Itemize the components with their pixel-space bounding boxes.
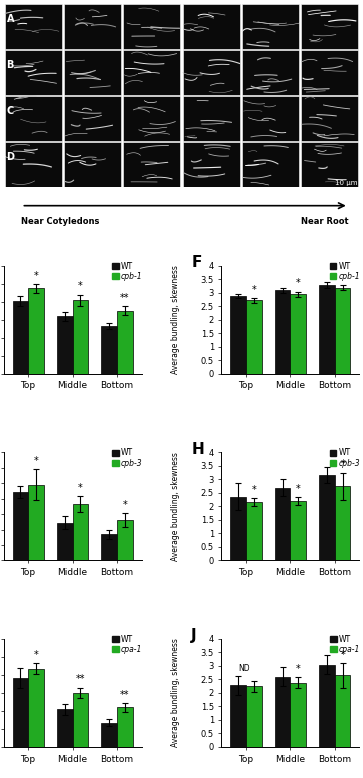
- Text: *: *: [33, 650, 38, 660]
- Bar: [13, 492, 28, 560]
- Bar: [231, 685, 246, 747]
- Bar: [246, 686, 261, 747]
- Text: *: *: [251, 485, 256, 495]
- Bar: [319, 475, 335, 560]
- Legend: WT, cpb-3: WT, cpb-3: [111, 447, 143, 468]
- Bar: [275, 677, 290, 747]
- Bar: [301, 96, 358, 141]
- Bar: [231, 296, 246, 374]
- Bar: [183, 142, 240, 187]
- Text: *: *: [296, 484, 301, 494]
- Legend: WT, cpb-1: WT, cpb-1: [111, 261, 143, 282]
- Text: B: B: [7, 61, 14, 70]
- Bar: [73, 504, 88, 560]
- Text: *: *: [33, 271, 38, 281]
- Text: *: *: [296, 664, 301, 674]
- Bar: [5, 51, 62, 95]
- Bar: [117, 707, 132, 747]
- Legend: WT, cpb-1: WT, cpb-1: [329, 261, 361, 282]
- Text: C: C: [7, 106, 14, 116]
- Bar: [183, 5, 240, 49]
- Bar: [64, 5, 121, 49]
- Text: *: *: [340, 460, 345, 469]
- Bar: [123, 142, 180, 187]
- Text: A: A: [7, 15, 14, 24]
- Bar: [64, 142, 121, 187]
- Bar: [5, 142, 62, 187]
- Bar: [102, 723, 117, 747]
- Bar: [242, 96, 299, 141]
- Bar: [28, 668, 44, 747]
- Text: F: F: [191, 255, 201, 270]
- Bar: [57, 523, 73, 560]
- Y-axis label: Average bundling, skewness: Average bundling, skewness: [171, 452, 180, 561]
- Bar: [242, 142, 299, 187]
- Bar: [301, 51, 358, 95]
- Bar: [73, 300, 88, 374]
- Y-axis label: Average bundling, skewness: Average bundling, skewness: [171, 265, 180, 374]
- Bar: [275, 290, 290, 374]
- Bar: [246, 300, 261, 374]
- Text: ND: ND: [238, 664, 250, 673]
- Bar: [28, 289, 44, 374]
- Bar: [290, 294, 306, 374]
- Bar: [13, 678, 28, 747]
- Bar: [57, 317, 73, 374]
- Bar: [301, 142, 358, 187]
- Bar: [117, 520, 132, 560]
- Bar: [242, 51, 299, 95]
- Text: *: *: [251, 285, 256, 295]
- Bar: [319, 285, 335, 374]
- Bar: [28, 485, 44, 560]
- Bar: [123, 51, 180, 95]
- Bar: [5, 5, 62, 49]
- Bar: [13, 301, 28, 374]
- Text: **: **: [76, 675, 85, 685]
- Text: Near Root: Near Root: [301, 217, 349, 226]
- Text: **: **: [120, 689, 130, 699]
- Text: D: D: [7, 152, 15, 162]
- Text: J: J: [191, 628, 197, 643]
- Bar: [319, 664, 335, 747]
- Bar: [102, 326, 117, 374]
- Text: **: **: [120, 293, 130, 303]
- Bar: [183, 96, 240, 141]
- Bar: [290, 501, 306, 560]
- Bar: [335, 288, 350, 374]
- Text: H: H: [191, 442, 204, 457]
- Legend: WT, cpb-3: WT, cpb-3: [329, 447, 361, 468]
- Bar: [301, 5, 358, 49]
- Text: *: *: [122, 500, 127, 510]
- Bar: [123, 5, 180, 49]
- Text: *: *: [78, 282, 83, 292]
- Bar: [5, 96, 62, 141]
- Text: *: *: [78, 483, 83, 493]
- Bar: [290, 682, 306, 747]
- Legend: WT, cpa-1: WT, cpa-1: [111, 634, 143, 655]
- Bar: [73, 693, 88, 747]
- Bar: [102, 534, 117, 560]
- Bar: [335, 675, 350, 747]
- Bar: [64, 96, 121, 141]
- Bar: [117, 311, 132, 374]
- Bar: [64, 51, 121, 95]
- Text: Near Cotyledons: Near Cotyledons: [21, 217, 100, 226]
- Text: 10 μm: 10 μm: [335, 180, 358, 186]
- Y-axis label: Average bundling, skewness: Average bundling, skewness: [171, 639, 180, 748]
- Bar: [123, 96, 180, 141]
- Bar: [57, 709, 73, 747]
- Bar: [183, 51, 240, 95]
- Bar: [242, 5, 299, 49]
- Legend: WT, cpa-1: WT, cpa-1: [329, 634, 361, 655]
- Bar: [246, 503, 261, 560]
- Bar: [335, 486, 350, 560]
- Bar: [275, 488, 290, 560]
- Text: *: *: [33, 456, 38, 466]
- Text: *: *: [340, 650, 345, 660]
- Text: *: *: [296, 279, 301, 289]
- Bar: [231, 497, 246, 560]
